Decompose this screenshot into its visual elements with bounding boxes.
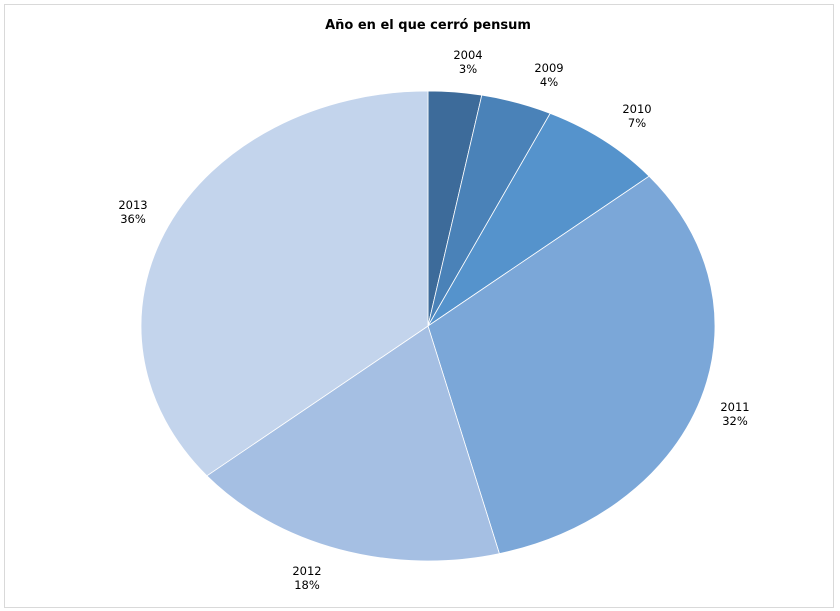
slice-label-2011: 2011: [720, 400, 749, 414]
slice-label-2013: 2013: [118, 198, 147, 212]
slice-value-label-2013: 36%: [120, 212, 146, 226]
slice-value-label-2009: 4%: [540, 75, 558, 89]
slice-label-2004: 2004: [453, 48, 482, 62]
pie-slice-2011: [427, 175, 716, 555]
pie-slices: [140, 90, 716, 562]
slice-value-label-2012: 18%: [294, 578, 320, 592]
slice-label-2010: 2010: [622, 102, 651, 116]
pie-slice-2012: [206, 325, 500, 562]
pie-slice-2013: [140, 90, 429, 477]
slice-value-label-2010: 7%: [628, 116, 646, 130]
slice-label-2012: 2012: [292, 564, 321, 578]
pie-slice-2010: [427, 112, 650, 327]
slice-label-2009: 2009: [534, 61, 563, 75]
chart-title: Año en el que cerró pensum: [325, 18, 531, 33]
slice-value-label-2011: 32%: [722, 414, 748, 428]
slice-value-label-2004: 3%: [459, 62, 477, 76]
